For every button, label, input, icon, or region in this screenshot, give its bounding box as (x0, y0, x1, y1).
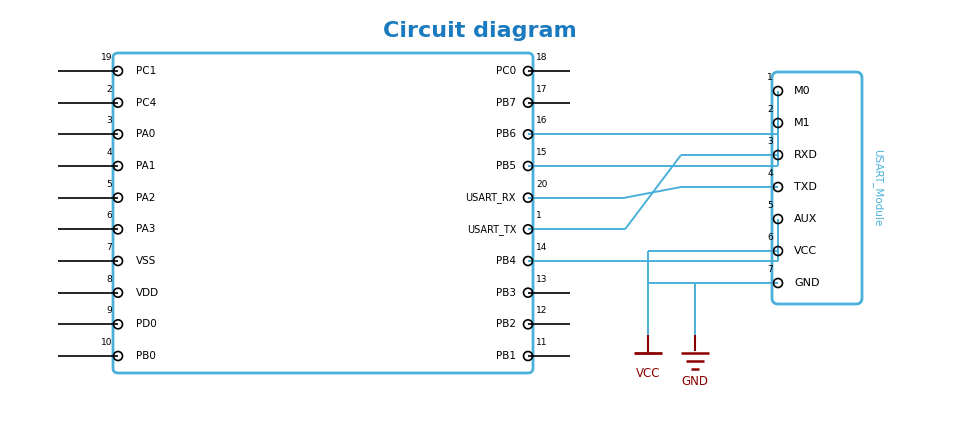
Text: 19: 19 (101, 53, 112, 62)
Text: VSS: VSS (136, 256, 156, 266)
Text: PA1: PA1 (136, 161, 156, 171)
Text: 5: 5 (107, 180, 112, 189)
Text: PB7: PB7 (496, 98, 516, 108)
Text: 4: 4 (107, 148, 112, 157)
FancyBboxPatch shape (113, 53, 533, 373)
Text: M1: M1 (794, 118, 810, 128)
Text: 10: 10 (101, 338, 112, 347)
Text: PB2: PB2 (496, 320, 516, 329)
Text: 8: 8 (107, 275, 112, 284)
Text: 15: 15 (536, 148, 547, 157)
Text: VCC: VCC (794, 246, 817, 256)
Text: TXD: TXD (794, 182, 817, 192)
Text: 9: 9 (107, 306, 112, 315)
Text: 2: 2 (767, 105, 773, 114)
Text: 13: 13 (536, 275, 547, 284)
Text: PC0: PC0 (496, 66, 516, 76)
Text: PB4: PB4 (496, 256, 516, 266)
Text: 6: 6 (767, 233, 773, 242)
Text: PA2: PA2 (136, 193, 156, 203)
Text: M0: M0 (794, 86, 810, 96)
Text: 1: 1 (767, 73, 773, 82)
Text: GND: GND (682, 375, 708, 388)
Text: RXD: RXD (794, 150, 818, 160)
Text: 17: 17 (536, 85, 547, 94)
Text: GND: GND (794, 278, 820, 288)
Text: 5: 5 (767, 201, 773, 210)
Text: 20: 20 (536, 180, 547, 189)
Text: VDD: VDD (136, 288, 159, 298)
Text: USART_RX: USART_RX (466, 192, 516, 203)
Text: 7: 7 (107, 243, 112, 252)
Text: AUX: AUX (794, 214, 817, 224)
Text: VCC: VCC (636, 367, 660, 380)
Text: USART_Module: USART_Module (873, 150, 883, 227)
Text: PB6: PB6 (496, 130, 516, 139)
Text: 6: 6 (107, 211, 112, 220)
Text: PB1: PB1 (496, 351, 516, 361)
Text: 18: 18 (536, 53, 547, 62)
Text: PB0: PB0 (136, 351, 156, 361)
Text: USART_TX: USART_TX (467, 224, 516, 235)
Text: 7: 7 (767, 265, 773, 274)
Text: 14: 14 (536, 243, 547, 252)
Text: Circuit diagram: Circuit diagram (383, 21, 577, 41)
Text: 3: 3 (107, 116, 112, 125)
Text: 1: 1 (536, 211, 541, 220)
Text: PC1: PC1 (136, 66, 156, 76)
Text: PB3: PB3 (496, 288, 516, 298)
FancyBboxPatch shape (772, 72, 862, 304)
Text: PA3: PA3 (136, 225, 156, 234)
Text: 3: 3 (767, 137, 773, 146)
Text: PB5: PB5 (496, 161, 516, 171)
Text: 12: 12 (536, 306, 547, 315)
Text: PA0: PA0 (136, 130, 156, 139)
Text: PC4: PC4 (136, 98, 156, 108)
Text: 11: 11 (536, 338, 547, 347)
Text: 2: 2 (107, 85, 112, 94)
Text: 4: 4 (767, 169, 773, 178)
Text: 16: 16 (536, 116, 547, 125)
Text: PD0: PD0 (136, 320, 156, 329)
